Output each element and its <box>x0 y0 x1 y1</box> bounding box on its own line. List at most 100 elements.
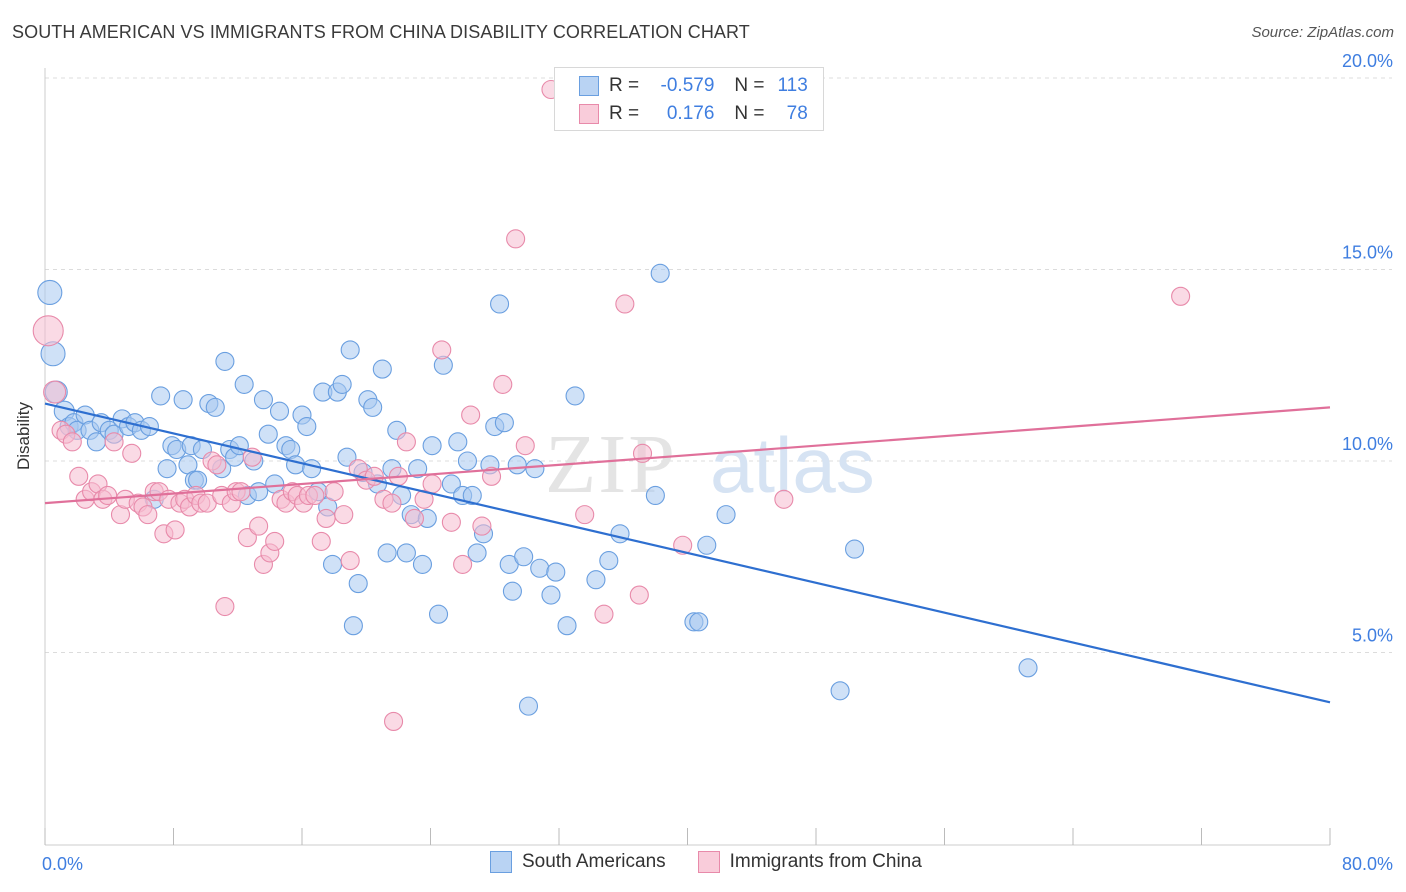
data-point <box>396 432 416 452</box>
series-legend: South Americans Immigrants from China <box>490 851 954 873</box>
n-label: N = <box>734 75 765 96</box>
data-point <box>32 315 64 347</box>
data-point <box>414 489 434 509</box>
r-label: R = <box>609 75 640 96</box>
data-point <box>408 459 428 479</box>
data-point <box>322 554 343 574</box>
n-value: 78 <box>786 103 808 124</box>
data-point <box>546 562 566 582</box>
data-point <box>231 482 251 502</box>
data-point <box>265 531 285 551</box>
x-tick-label: 0.0% <box>42 854 83 874</box>
data-point <box>586 570 606 590</box>
data-point <box>151 386 171 406</box>
data-point <box>37 279 63 306</box>
data-point <box>422 474 442 494</box>
data-point <box>404 508 424 529</box>
data-point <box>441 474 461 494</box>
data-point <box>377 543 397 563</box>
data-point <box>645 485 665 506</box>
r-value: 0.176 <box>666 103 715 124</box>
data-point <box>165 520 185 540</box>
data-point <box>69 466 89 486</box>
data-point <box>337 447 357 467</box>
watermark-atlas: atlas <box>710 421 875 509</box>
data-point <box>234 374 254 394</box>
data-point <box>530 558 550 578</box>
data-point <box>650 263 670 283</box>
data-point <box>467 543 487 563</box>
trend-line <box>44 402 1331 704</box>
data-point <box>237 528 257 548</box>
data-point <box>599 551 619 571</box>
data-point <box>502 581 522 601</box>
watermark: ZIP atlas <box>545 418 875 511</box>
data-point <box>334 505 354 525</box>
tick-labels: 5.0% 10.0% 15.0% 20.0% 0.0% 80.0% <box>42 51 1393 874</box>
data-point <box>575 505 595 525</box>
data-point <box>363 397 383 417</box>
data-point <box>173 390 193 410</box>
data-point <box>689 612 709 632</box>
trend-lines <box>44 402 1331 704</box>
data-point <box>461 405 481 425</box>
data-point <box>396 543 416 563</box>
data-point <box>481 466 502 486</box>
data-point <box>697 535 717 555</box>
data-point <box>215 596 235 617</box>
data-point <box>422 436 442 456</box>
n-label: N = <box>734 103 765 124</box>
n-value: 113 <box>777 75 808 96</box>
data-point <box>249 482 269 502</box>
data-point <box>122 443 142 463</box>
chart-source: Source: ZipAtlas.com <box>1251 24 1394 41</box>
data-point <box>305 485 325 506</box>
data-point <box>286 455 306 475</box>
data-point <box>215 351 235 371</box>
data-point <box>43 380 67 404</box>
blue-swatch-icon <box>579 76 599 96</box>
data-point <box>462 485 482 506</box>
data-point <box>1171 286 1191 306</box>
stats-row-immigrants-from-china: R = 0.176 N = 78 <box>579 101 808 127</box>
data-point <box>138 505 158 525</box>
data-point <box>514 547 534 567</box>
data-point <box>1018 658 1038 678</box>
legend-label: South Americans <box>522 851 666 872</box>
data-point <box>428 604 449 624</box>
data-point <box>515 436 535 456</box>
legend-label: Immigrants from China <box>729 851 922 872</box>
data-point <box>490 294 510 314</box>
data-point <box>205 397 225 417</box>
data-point <box>297 416 317 437</box>
data-point <box>506 229 526 249</box>
data-point <box>453 554 473 574</box>
data-point <box>253 390 274 410</box>
blue-swatch-icon <box>490 851 512 873</box>
data-point <box>62 432 82 452</box>
y-tick-label: 10.0% <box>1342 434 1393 454</box>
y-tick-label: 5.0% <box>1352 626 1393 646</box>
data-point <box>472 516 492 536</box>
legend-item-south-americans[interactable]: South Americans <box>490 851 666 873</box>
data-point <box>457 451 477 471</box>
data-point <box>557 616 577 636</box>
y-tick-label: 20.0% <box>1342 51 1393 71</box>
data-point <box>348 574 368 594</box>
data-point <box>448 432 468 452</box>
legend-item-immigrants-from-china[interactable]: Immigrants from China <box>697 851 922 873</box>
data-point <box>316 508 336 529</box>
axes <box>44 68 1331 846</box>
data-point <box>249 516 269 536</box>
data-point <box>525 459 545 479</box>
chart-title: SOUTH AMERICAN VS IMMIGRANTS FROM CHINA … <box>12 22 750 42</box>
series-south-americans <box>37 263 1038 716</box>
gridlines <box>45 77 1392 653</box>
x-tick-label: 80.0% <box>1342 854 1393 874</box>
data-point <box>382 493 402 513</box>
trend-line <box>44 406 1331 505</box>
r-value: -0.579 <box>660 75 715 96</box>
data-point <box>324 482 344 502</box>
data-point <box>302 459 322 479</box>
